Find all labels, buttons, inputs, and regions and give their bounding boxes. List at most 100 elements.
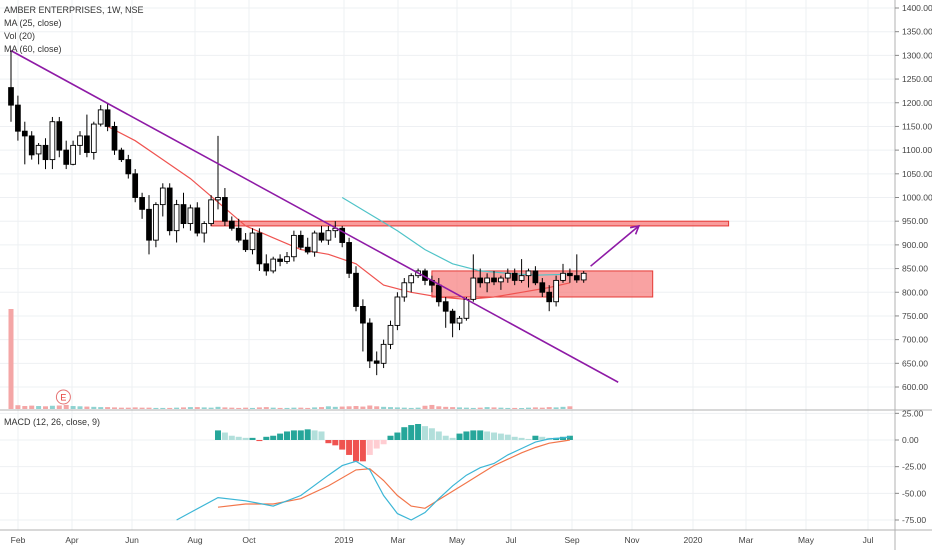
candle-body (187, 207, 194, 225)
volume-bar (8, 309, 14, 409)
candle-body (215, 197, 221, 201)
candle (567, 268, 573, 283)
candle-body (532, 270, 539, 284)
candle (35, 143, 42, 165)
price-axis-label: 650.00 (902, 358, 928, 368)
macd-histogram-bar (539, 436, 546, 440)
macd-histogram-bar (422, 426, 428, 440)
candle (498, 275, 504, 290)
volume-bar (463, 407, 469, 409)
price-axis-label: 1050.00 (902, 169, 932, 179)
volume-bar (539, 407, 545, 409)
candle (553, 275, 559, 307)
candle-body (284, 256, 290, 262)
candle (49, 116, 56, 170)
macd-signal-line (217, 439, 570, 509)
macd-histogram-bar (518, 437, 525, 440)
time-axis: Feb Apr Jun Aug Oct 2019 Mar May Jul Sep Nov 2020 Ma… (11, 535, 874, 545)
volume-bar (457, 407, 462, 409)
candle (28, 131, 35, 160)
candle-body (153, 204, 159, 241)
macd-histogram-bar (504, 434, 511, 440)
candle-body (270, 258, 277, 272)
volume-bar (132, 407, 138, 409)
candle (180, 192, 187, 229)
price-axis-label: 600.00 (902, 382, 928, 392)
time-axis-label: Jul (863, 535, 874, 545)
volume-bar (243, 407, 249, 409)
vol-label[interactable]: Vol (20) (4, 31, 36, 41)
candle (235, 218, 242, 243)
macd-histogram-bar (387, 435, 394, 440)
projection-arrow-shaft (590, 225, 640, 267)
candle-body (256, 232, 263, 265)
macd-histogram-bar (497, 433, 504, 440)
candle (573, 254, 580, 283)
candle-body (228, 220, 235, 229)
candle-body (484, 277, 490, 284)
macd-histogram-bar (304, 429, 311, 440)
candle-body (511, 272, 518, 281)
grid-lines (0, 0, 895, 530)
price-axis-label: 950.00 (902, 216, 928, 226)
volume-bar (181, 407, 186, 409)
macd-histogram-bar (353, 440, 359, 462)
candle-body (97, 109, 104, 125)
candle-body (560, 272, 566, 281)
time-axis-label: May (449, 535, 466, 545)
volume-bar (118, 407, 124, 409)
candle (104, 102, 111, 132)
macd-histogram-bar (366, 440, 373, 455)
volume-bar (394, 407, 400, 409)
candle (477, 268, 484, 288)
volume-bar (312, 407, 318, 409)
symbol-line[interactable]: AMBER ENTERPRISES, 1W, NSE (4, 5, 144, 15)
macd-histogram-bar (449, 437, 456, 440)
macd-histogram-bar (408, 425, 415, 440)
volume-bar (374, 406, 380, 409)
candle (277, 254, 283, 267)
candle (408, 273, 415, 293)
candle (208, 195, 214, 226)
volume-bar (160, 407, 166, 409)
candle-body (394, 296, 401, 326)
ma25-label[interactable]: MA (25, close) (4, 18, 62, 28)
volume-bar (339, 406, 345, 409)
earnings-marker-label: E (60, 393, 66, 403)
volume-bar (236, 407, 242, 409)
volume-bar (29, 405, 35, 409)
macd-histogram-bar (325, 440, 332, 444)
volume-bar (319, 407, 324, 409)
macd-axis-label: 25.00 (902, 408, 924, 418)
volume-bar (408, 407, 414, 409)
volume-bar (332, 406, 338, 409)
candle (297, 230, 304, 250)
macd-histogram-bar (463, 431, 470, 440)
candle (111, 121, 118, 155)
candle (132, 169, 139, 203)
volume-bar (353, 406, 359, 409)
candle (373, 351, 380, 376)
projection-arrow-head (629, 224, 641, 235)
macd-axis-label: -50.00 (902, 488, 926, 498)
candle-body (470, 277, 477, 300)
volume-bar (491, 407, 497, 409)
volume-bar (263, 407, 269, 409)
volume-bar (256, 407, 262, 409)
candle-body (567, 272, 573, 277)
volume-bar (22, 406, 28, 409)
macd-legend[interactable]: MACD (12, 26, close, 9) (4, 417, 101, 427)
price-axis-label: 700.00 (902, 335, 928, 345)
price-axis-label: 900.00 (902, 240, 928, 250)
macd-histogram-bar (339, 440, 346, 450)
candle (304, 237, 311, 255)
volume-bar (77, 406, 83, 409)
candle-body (504, 272, 511, 279)
ma60-label[interactable]: MA (60, close) (4, 44, 62, 54)
candle-body (222, 197, 228, 222)
time-axis-label: Aug (187, 535, 202, 545)
candle-body (346, 242, 352, 274)
volume-bar (201, 407, 207, 409)
candle-body (353, 272, 359, 307)
